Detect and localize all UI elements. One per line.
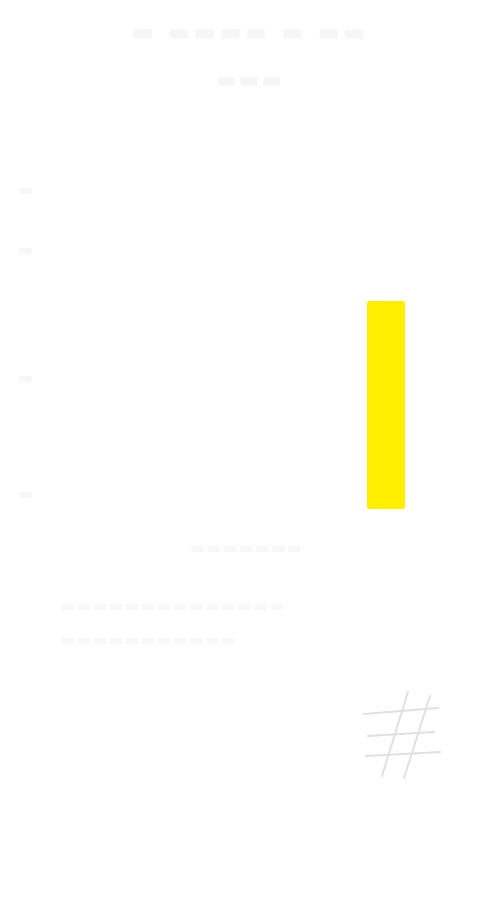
- faint-title-text: ▬ ▬▬▬▬ ▬ ▬▬: [131, 18, 369, 46]
- faint-subtitle-text: ▬▬▬: [215, 68, 285, 93]
- faint-note-text: ▬▬▬▬▬▬▬▬▬▬▬▬▬▬: [60, 596, 286, 615]
- yellow-level-bar: [367, 301, 405, 509]
- faint-label: ▬: [18, 180, 34, 199]
- faint-label: ▬: [18, 484, 34, 503]
- faint-label: ▬: [18, 240, 34, 259]
- crossed-lines-icon: [363, 691, 441, 779]
- faint-note-text: ▬▬▬▬▬▬▬▬▬▬▬: [60, 630, 238, 649]
- faint-caption-text: ▬▬▬▬▬▬▬: [190, 538, 303, 557]
- faint-label: ▬: [18, 368, 34, 387]
